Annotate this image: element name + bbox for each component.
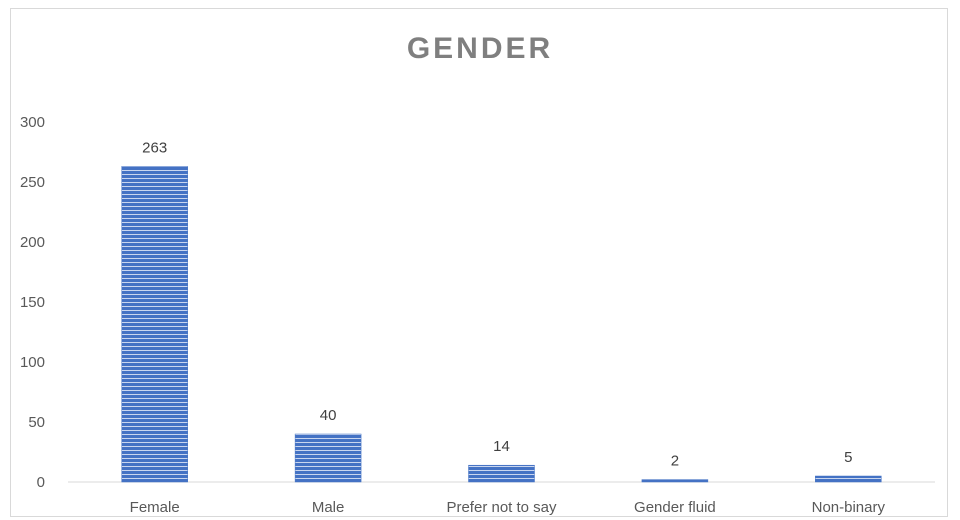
y-tick-label: 150	[20, 294, 45, 311]
chart-title: GENDER	[406, 32, 554, 65]
data-label: 40	[320, 407, 337, 424]
data-label: 263	[142, 139, 167, 156]
y-tick-label: 300	[20, 114, 45, 131]
y-tick-label: 200	[20, 234, 45, 251]
data-label: 2	[671, 453, 679, 470]
y-tick-label: 0	[37, 474, 45, 491]
data-label: 5	[844, 449, 852, 466]
bar-non-binary	[815, 475, 882, 483]
y-tick-label: 50	[28, 414, 45, 431]
y-tick-label: 250	[20, 174, 45, 191]
x-category-label: Gender fluid	[634, 499, 716, 516]
x-category-label: Male	[312, 499, 345, 516]
bar-female	[121, 166, 188, 483]
y-tick-label: 100	[20, 354, 45, 371]
x-category-label: Female	[130, 499, 180, 516]
bar-prefer-not-to-say	[468, 464, 535, 483]
data-label: 14	[493, 438, 510, 455]
bar-gender-fluid	[641, 479, 709, 483]
x-category-label: Prefer not to say	[446, 499, 557, 516]
bar-male	[294, 433, 362, 483]
x-category-label: Non-binary	[812, 499, 886, 516]
